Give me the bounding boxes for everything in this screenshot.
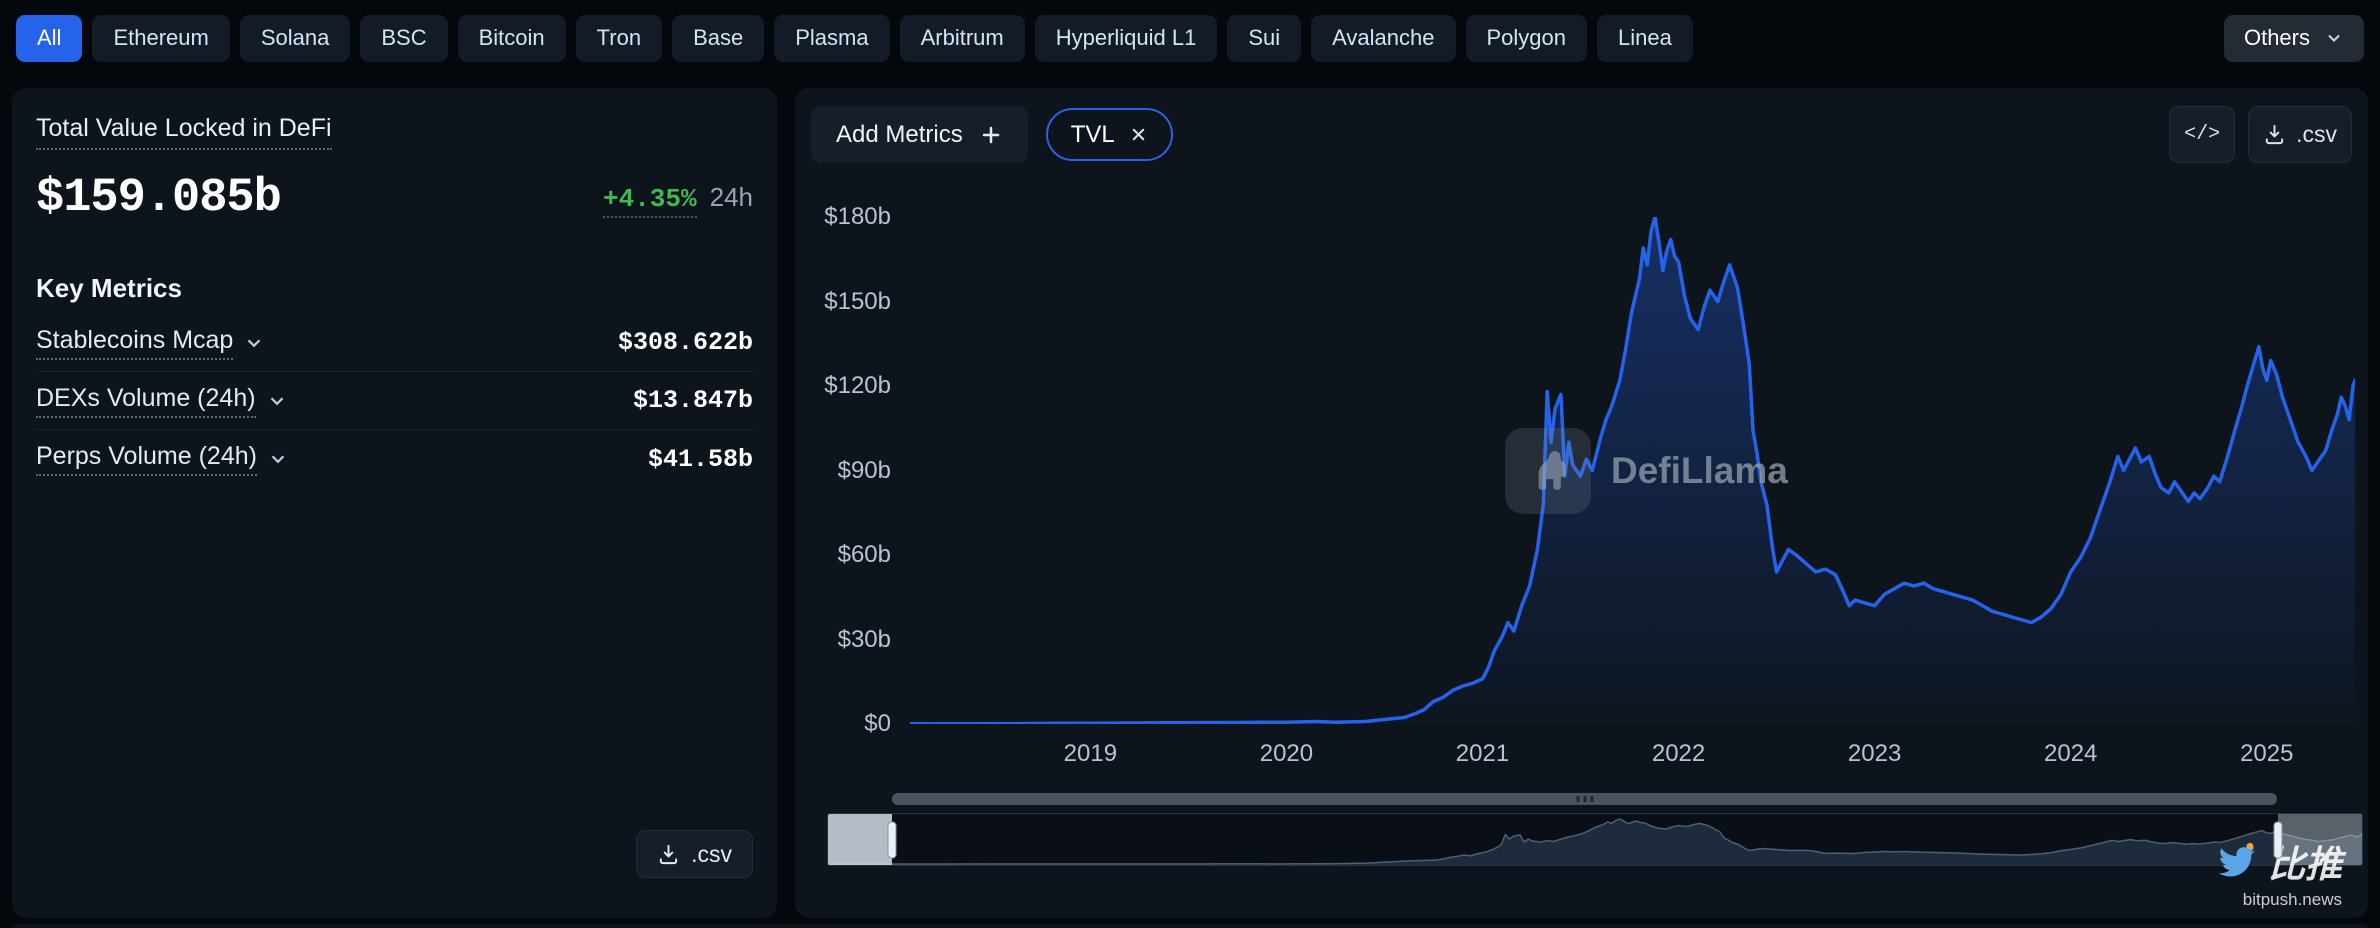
brush-minimap[interactable] xyxy=(827,813,2363,866)
download-csv-button[interactable]: .csv xyxy=(636,830,753,878)
nav-chain-bitcoin[interactable]: Bitcoin xyxy=(457,14,566,62)
csv-label: .csv xyxy=(691,840,732,867)
chart-toolbar: Add Metrics TVL </> .csv xyxy=(811,106,2352,163)
metric-value: $13.847b xyxy=(632,386,753,415)
nav-chain-bsc[interactable]: BSC xyxy=(360,14,448,62)
download-icon xyxy=(2265,124,2284,145)
x-axis-label: 2025 xyxy=(2240,740,2294,767)
brush-unselected-right xyxy=(2278,814,2362,865)
metric-label-dropdown[interactable]: Stablecoins Mcap xyxy=(36,326,265,360)
chevron-down-icon xyxy=(270,396,283,405)
y-axis-label: $180b xyxy=(824,203,891,230)
chain-nav-list: All Ethereum Solana BSC Bitcoin Tron Base Plasm… xyxy=(16,14,1693,62)
key-metrics-heading: Key Metrics xyxy=(36,273,182,303)
change-wrap: +4.35% 24h xyxy=(602,182,753,225)
nav-chain-tron[interactable]: Tron xyxy=(575,14,663,62)
plus-icon xyxy=(982,126,999,143)
panel-title[interactable]: Total Value Locked in DeFi xyxy=(36,114,332,150)
chain-nav: All Ethereum Solana BSC Bitcoin Tron Base Plasm… xyxy=(0,0,2380,76)
chart-range-brush xyxy=(827,793,2363,868)
y-axis-label: $120b xyxy=(824,372,891,399)
chart-actions: </> .csv xyxy=(2169,106,2352,163)
brush-unselected-left xyxy=(828,814,892,865)
nav-chain-sui[interactable]: Sui xyxy=(1227,14,1302,62)
chart-download-csv-button[interactable]: .csv xyxy=(2248,106,2352,163)
minimap-chart xyxy=(828,818,2362,865)
nav-chain-ethereum[interactable]: Ethereum xyxy=(92,14,230,62)
others-label: Others xyxy=(2243,25,2310,50)
x-axis-label: 2021 xyxy=(1455,740,1510,767)
y-axis-label: $0 xyxy=(864,710,891,737)
tvl-pill-label: TVL xyxy=(1070,120,1115,148)
metric-value: $308.622b xyxy=(617,328,753,357)
add-metrics-button[interactable]: Add Metrics xyxy=(811,106,1028,163)
chevron-down-icon xyxy=(271,455,285,464)
x-axis-label: 2022 xyxy=(1651,740,1706,767)
brush-grip-icon xyxy=(1576,796,1593,802)
y-axis-label: $30b xyxy=(837,625,891,653)
nav-chain-hyperliquid-l1[interactable]: Hyperliquid L1 xyxy=(1034,14,1218,62)
tvl-value: $159.085b xyxy=(36,172,282,225)
nav-chain-all[interactable]: All xyxy=(16,14,83,62)
y-axis-label: $150b xyxy=(824,287,891,315)
nav-chain-avalanche[interactable]: Avalanche xyxy=(1311,14,1456,62)
brush-scrollbar[interactable] xyxy=(892,793,2277,805)
metric-row: Stablecoins Mcap $308.622b xyxy=(36,314,753,372)
tvl-chart-panel: Add Metrics TVL </> .csv $0 $30b $60b $90b $… xyxy=(795,88,2368,918)
x-axis-label: 2023 xyxy=(1847,740,1902,767)
tvl-line xyxy=(910,217,2355,724)
metric-label-dropdown[interactable]: DEXs Volume (24h) xyxy=(36,384,288,418)
tvl-area-fill xyxy=(910,217,2355,724)
x-axis-label: 2024 xyxy=(2044,740,2098,767)
tvl-metric-pill[interactable]: TVL xyxy=(1045,108,1173,161)
others-dropdown[interactable]: Others xyxy=(2223,14,2364,62)
brush-handle-left[interactable] xyxy=(887,821,897,858)
chart-plot[interactable] xyxy=(910,217,2355,724)
y-axis-label: $60b xyxy=(837,541,891,568)
tvl-change-24h[interactable]: +4.35% xyxy=(602,184,697,218)
brush-handle-right[interactable] xyxy=(2273,821,2283,858)
tvl-summary-panel: Total Value Locked in DeFi $159.085b +4.… xyxy=(12,88,777,918)
nav-chain-polygon[interactable]: Polygon xyxy=(1465,14,1588,62)
change-period-label: 24h xyxy=(709,182,753,212)
x-axis-label: 2019 xyxy=(1063,740,1118,767)
nav-chain-base[interactable]: Base xyxy=(672,14,765,62)
metric-label-dropdown[interactable]: Perps Volume (24h) xyxy=(36,442,289,476)
x-axis-label: 2020 xyxy=(1259,740,1314,767)
chevron-down-icon xyxy=(2328,34,2340,42)
nav-chain-arbitrum[interactable]: Arbitrum xyxy=(899,14,1025,62)
nav-chain-solana[interactable]: Solana xyxy=(239,14,351,62)
download-icon xyxy=(659,844,678,864)
close-icon[interactable] xyxy=(1129,125,1148,144)
metric-value: $41.58b xyxy=(647,444,753,474)
metric-row: DEXs Volume (24h) $13.847b xyxy=(36,372,753,430)
embed-code-button[interactable]: </> xyxy=(2169,106,2236,163)
next-section-edge xyxy=(12,924,2368,928)
key-metrics-list: Stablecoins Mcap $308.622b DEXs Volume (24… xyxy=(36,314,753,488)
code-icon: </> xyxy=(2184,123,2221,146)
metric-row: Perps Volume (24h) $41.58b xyxy=(36,430,753,488)
nav-chain-plasma[interactable]: Plasma xyxy=(774,14,890,62)
tvl-value-row: $159.085b +4.35% 24h xyxy=(36,172,753,225)
csv-label: .csv xyxy=(2296,121,2337,147)
chevron-down-icon xyxy=(248,338,261,347)
y-axis-label: $90b xyxy=(837,456,891,484)
nav-chain-linea[interactable]: Linea xyxy=(1597,14,1693,62)
add-metrics-label: Add Metrics xyxy=(836,120,963,148)
